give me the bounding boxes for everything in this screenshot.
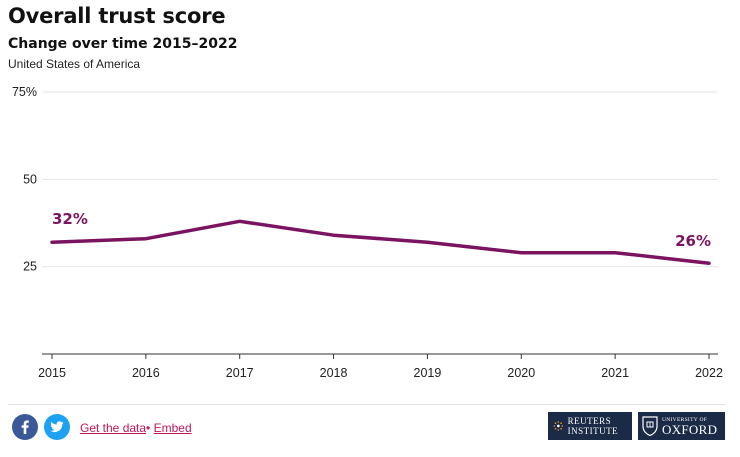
oxford-small-text: UNIVERSITY OF bbox=[662, 416, 708, 423]
data-point bbox=[520, 251, 523, 254]
globe-icon bbox=[553, 421, 564, 431]
data-point bbox=[426, 241, 429, 244]
oxford-crest-icon bbox=[642, 416, 658, 436]
x-tick-label: 2017 bbox=[226, 366, 254, 380]
data-point bbox=[144, 237, 147, 240]
y-tick-label: 25 bbox=[23, 260, 37, 274]
facebook-share-button[interactable] bbox=[12, 414, 38, 440]
oxford-big-text: OXFORD bbox=[662, 421, 718, 437]
oxford-university-logo[interactable]: UNIVERSITY OF OXFORD bbox=[638, 412, 725, 440]
x-tick-label: 2020 bbox=[507, 366, 535, 380]
x-tick-label: 2021 bbox=[601, 366, 629, 380]
x-tick-label: 2022 bbox=[695, 366, 723, 380]
x-tick-label: 2019 bbox=[414, 366, 442, 380]
reuters-institute-logo[interactable]: REUTERS INSTITUTE bbox=[548, 412, 632, 440]
x-tick-label: 2015 bbox=[38, 366, 66, 380]
twitter-icon bbox=[50, 421, 64, 433]
facebook-icon bbox=[21, 420, 29, 434]
oxford-logo-text: UNIVERSITY OF OXFORD bbox=[662, 417, 717, 436]
chart-subtitle: Change over time 2015–2022 bbox=[8, 36, 238, 52]
footer-links: Get the data• Embed bbox=[80, 421, 192, 435]
link-separator: • bbox=[146, 421, 151, 435]
embed-link[interactable]: Embed bbox=[153, 421, 192, 435]
data-label-first: 32% bbox=[52, 210, 88, 228]
country-label: United States of America bbox=[8, 57, 141, 71]
trust-line-chart: 25 50 75% 2015 2016 2017 2018 2019 2020 2021 2022 3… bbox=[12, 85, 723, 380]
series-line bbox=[50, 219, 711, 265]
reuters-logo-text: REUTERS INSTITUTE bbox=[567, 416, 619, 436]
data-point bbox=[614, 251, 617, 254]
data-point bbox=[708, 262, 711, 265]
y-tick-label: 75% bbox=[12, 85, 37, 99]
data-point bbox=[51, 241, 54, 244]
data-point bbox=[238, 220, 241, 223]
get-data-link[interactable]: Get the data bbox=[80, 421, 147, 435]
y-tick-label: 50 bbox=[23, 172, 37, 186]
x-tick-label: 2018 bbox=[320, 366, 348, 380]
data-point bbox=[332, 234, 335, 237]
twitter-share-button[interactable] bbox=[44, 414, 70, 440]
footer-divider bbox=[8, 404, 726, 405]
data-label-last: 26% bbox=[675, 232, 711, 250]
x-tick-label: 2016 bbox=[132, 366, 160, 380]
chart-title: Overall trust score bbox=[8, 4, 226, 28]
